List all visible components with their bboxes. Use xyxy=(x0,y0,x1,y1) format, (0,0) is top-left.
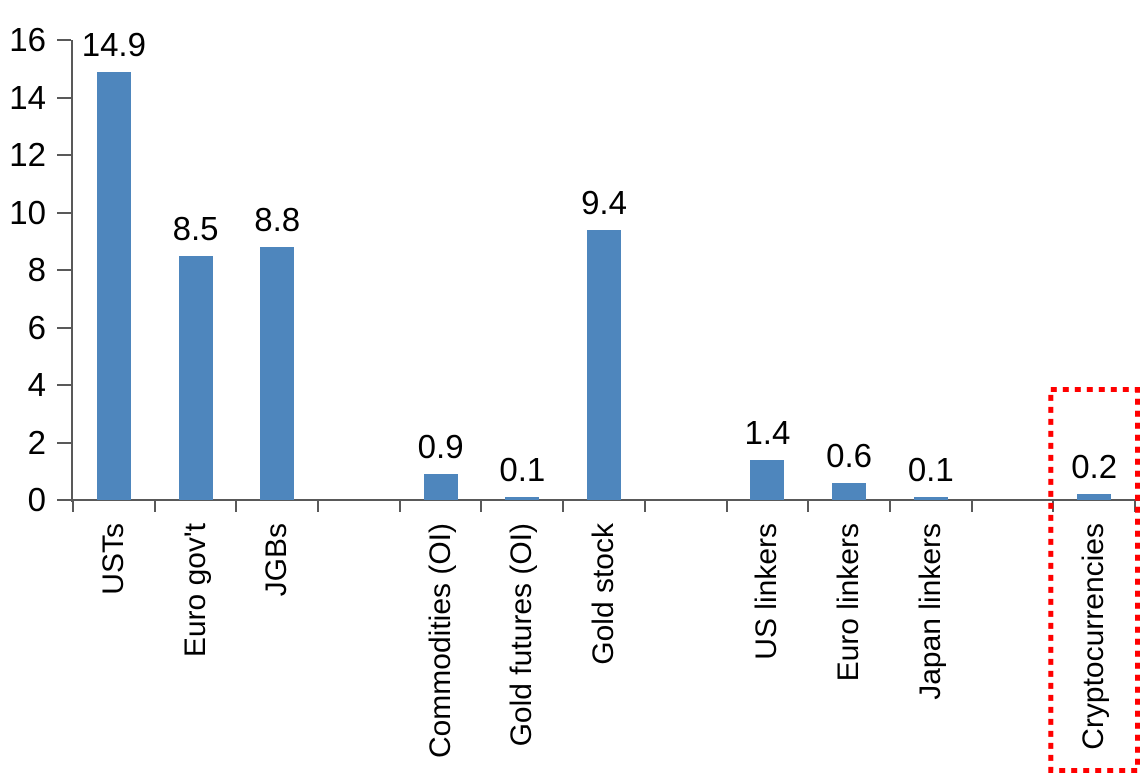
y-axis-tick-label: 10 xyxy=(9,193,46,231)
y-tick xyxy=(57,499,71,501)
x-tick xyxy=(725,500,728,512)
category-label-gold-futures-oi: Gold futures (OI) xyxy=(505,523,539,747)
bar-gold-futures-oi xyxy=(505,497,540,500)
y-axis-line xyxy=(71,40,73,502)
x-tick xyxy=(72,500,74,512)
x-tick xyxy=(398,500,401,512)
x-tick xyxy=(153,500,156,512)
value-label-cryptocurrencies: 0.2 xyxy=(1071,448,1118,486)
category-label-jgbs: JGBs xyxy=(260,523,294,597)
x-tick xyxy=(317,500,320,512)
y-tick xyxy=(57,269,71,271)
y-axis-tick-label: 12 xyxy=(9,136,46,173)
x-tick xyxy=(888,500,891,512)
value-label-japan-linkers: 0.1 xyxy=(907,451,954,489)
y-axis-tick-label: 14 xyxy=(9,78,46,116)
value-label-euro-gov-t: 8.5 xyxy=(172,209,219,247)
category-label-us-linkers: US linkers xyxy=(750,523,784,660)
value-label-jgbs: 8.8 xyxy=(254,201,301,238)
y-tick xyxy=(57,441,71,444)
x-tick xyxy=(235,500,238,512)
category-label-usts: USTs xyxy=(96,523,130,595)
y-tick xyxy=(57,154,71,156)
y-tick xyxy=(57,39,71,41)
bar-euro-linkers xyxy=(832,482,867,500)
category-label-euro-linkers: Euro linkers xyxy=(832,523,866,682)
y-axis-tick-label: 0 xyxy=(27,481,46,518)
y-axis-tick-label: 8 xyxy=(27,251,46,288)
value-label-commodities-oi: 0.9 xyxy=(417,428,464,466)
y-tick xyxy=(57,96,71,99)
category-label-japan-linkers: Japan linkers xyxy=(913,523,947,700)
value-label-gold-futures-oi: 0.1 xyxy=(499,451,546,489)
x-tick xyxy=(970,500,973,512)
bar-gold-stock xyxy=(587,229,621,500)
y-tick xyxy=(57,384,71,386)
x-axis-line xyxy=(71,499,1140,501)
value-label-us-linkers: 1.4 xyxy=(744,413,791,451)
y-axis-tick-label: 4 xyxy=(27,366,46,403)
bar-euro-gov-t xyxy=(178,255,213,500)
x-tick xyxy=(562,500,565,512)
y-tick xyxy=(57,326,71,329)
category-label-cryptocurrencies: Cryptocurrencies xyxy=(1077,523,1111,750)
bar-us-linkers xyxy=(750,459,785,500)
bar-commodities-oi xyxy=(423,474,458,500)
category-label-commodities-oi: Commodities (OI) xyxy=(423,523,457,759)
x-tick xyxy=(807,500,810,512)
x-tick xyxy=(643,500,646,512)
x-tick xyxy=(1052,500,1055,512)
bar-usts xyxy=(96,71,131,500)
y-axis-tick-label: 2 xyxy=(27,423,46,461)
y-axis-tick-label: 16 xyxy=(9,21,46,58)
y-tick xyxy=(57,211,71,214)
value-label-usts: 14.9 xyxy=(81,25,146,63)
value-label-gold-stock: 9.4 xyxy=(581,183,627,221)
bar-cryptocurrencies xyxy=(1077,494,1112,500)
bar-jgbs xyxy=(260,247,295,500)
y-axis-tick-label: 6 xyxy=(27,308,46,346)
value-label-euro-linkers: 0.6 xyxy=(826,436,872,474)
x-tick xyxy=(1134,500,1136,512)
bar-japan-linkers xyxy=(913,497,948,500)
x-tick xyxy=(480,500,483,512)
category-label-euro-gov-t: Euro gov't xyxy=(178,523,212,658)
category-label-gold-stock: Gold stock xyxy=(587,523,620,665)
